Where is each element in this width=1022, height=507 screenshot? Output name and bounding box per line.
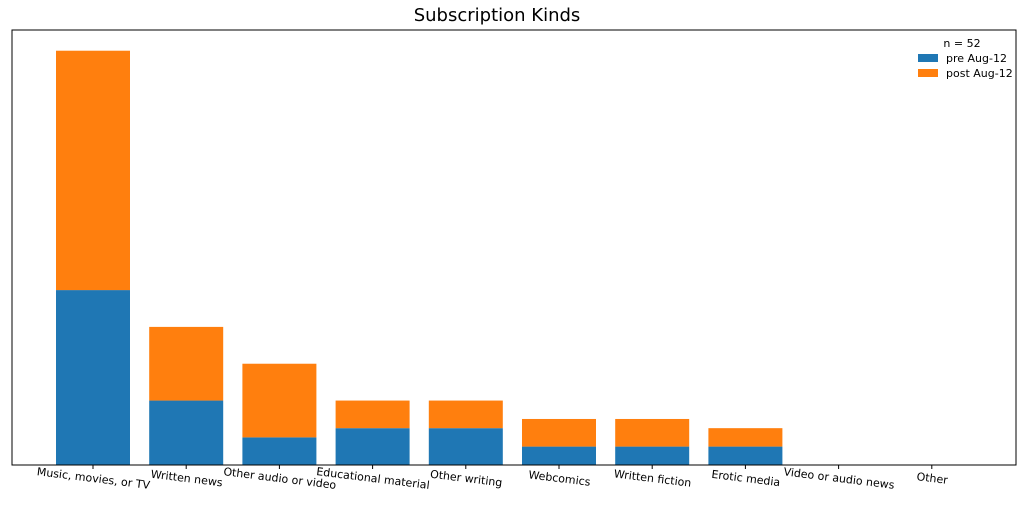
bar-pre-aug-12-written-news <box>149 400 224 465</box>
chart-title: Subscription Kinds <box>414 5 581 26</box>
bar-post-aug-12-educational-material <box>335 400 410 429</box>
bar-post-aug-12-other-writing <box>428 400 503 429</box>
x-ticks-layer: Music, movies, or TV Written news Other au… <box>36 465 949 492</box>
plot-frame <box>11 29 1017 466</box>
bar-post-aug-12-music-movies-or-tv <box>56 50 130 291</box>
bar-post-aug-12-other-audio-or-video <box>242 363 317 438</box>
bar-post-aug-12-erotic-media <box>708 428 783 447</box>
bar-pre-aug-12-other-audio-or-video <box>242 437 317 465</box>
x-tick-label-erotic-media: Erotic media <box>711 468 781 489</box>
legend-swatch-pre-aug-12 <box>918 54 938 62</box>
x-tick-label-music-movies-or-tv: Music, movies, or TV <box>36 465 151 492</box>
x-tick-label-other: Other <box>916 470 949 487</box>
bar-pre-aug-12-other-writing <box>428 428 503 465</box>
bars-layer <box>56 50 783 465</box>
x-tick-label-webcomics: Webcomics <box>528 468 592 489</box>
x-tick-label-written-fiction: Written fiction <box>613 467 692 489</box>
bar-pre-aug-12-music-movies-or-tv <box>56 290 130 465</box>
bar-post-aug-12-webcomics <box>522 418 596 447</box>
bar-post-aug-12-written-fiction <box>615 418 690 447</box>
legend: n = 52 pre Aug-12 post Aug-12 <box>918 37 1013 80</box>
legend-label-pre-aug-12: pre Aug-12 <box>946 52 1007 65</box>
x-tick-label-other-writing: Other writing <box>429 468 503 490</box>
legend-label-post-aug-12: post Aug-12 <box>946 67 1013 80</box>
bar-pre-aug-12-webcomics <box>522 446 596 465</box>
x-tick-label-written-news: Written news <box>150 468 224 490</box>
legend-swatch-post-aug-12 <box>918 69 938 77</box>
legend-title: n = 52 <box>943 37 980 50</box>
bar-pre-aug-12-written-fiction <box>615 446 690 465</box>
x-tick-label-video-or-audio-news: Video or audio news <box>783 465 896 492</box>
bar-pre-aug-12-educational-material <box>335 428 410 465</box>
bar-pre-aug-12-erotic-media <box>708 446 783 465</box>
bar-post-aug-12-written-news <box>149 326 224 401</box>
